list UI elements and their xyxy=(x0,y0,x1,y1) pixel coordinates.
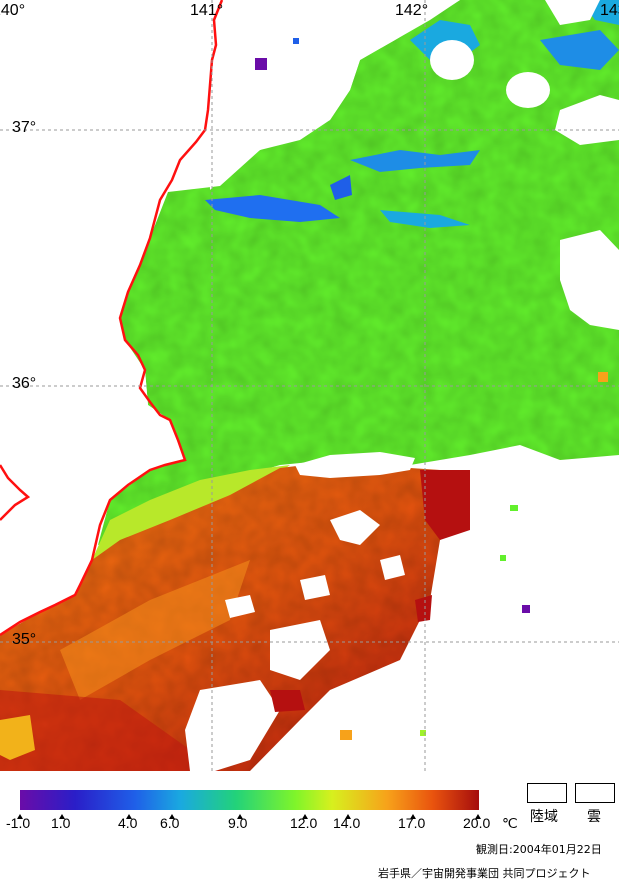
sea-surface-temperature-map xyxy=(0,0,619,771)
tick-label: 9.0 xyxy=(228,815,248,831)
lon-label-140: 140° xyxy=(0,2,26,19)
cloud-key-label: 雲 xyxy=(587,809,601,825)
color-scale-bar xyxy=(20,790,479,810)
unit-label: ℃ xyxy=(502,815,518,831)
temperature-legend xyxy=(17,790,481,819)
tick-label: 20.0 xyxy=(463,815,491,831)
lat-label-37: 37° xyxy=(12,119,37,136)
tick-label: 1.0 xyxy=(51,815,71,831)
tick-label: 4.0 xyxy=(118,815,138,831)
observation-date: 観測日:2004年01月22日 xyxy=(476,843,602,856)
lat-label-36: 36° xyxy=(12,375,37,392)
land-key-label: 陸域 xyxy=(530,809,558,825)
tick-label: -1.0 xyxy=(6,815,31,831)
scale-tick-marks xyxy=(17,814,481,819)
lon-label-143: 143° xyxy=(600,2,619,19)
coastline-west xyxy=(0,464,31,521)
lon-label-141: 141° xyxy=(190,2,224,19)
credit-line: 岩手県／宇宙開発事業団 共同プロジェクト xyxy=(378,867,591,880)
tick-label: 14.0 xyxy=(333,815,361,831)
cloud-key-swatch xyxy=(575,783,615,803)
lat-label-35: 35° xyxy=(12,631,37,648)
tick-label: 6.0 xyxy=(160,815,180,831)
scattered-pixels xyxy=(255,38,608,740)
tick-label: 17.0 xyxy=(398,815,426,831)
lon-label-142: 142° xyxy=(395,2,429,19)
land-honshu xyxy=(0,0,222,635)
cloud-areas xyxy=(185,0,619,771)
graticule xyxy=(0,0,619,771)
coastline xyxy=(0,0,224,637)
tick-label: 12.0 xyxy=(290,815,318,831)
land-key-swatch xyxy=(527,783,567,803)
warm-patches xyxy=(0,470,470,760)
